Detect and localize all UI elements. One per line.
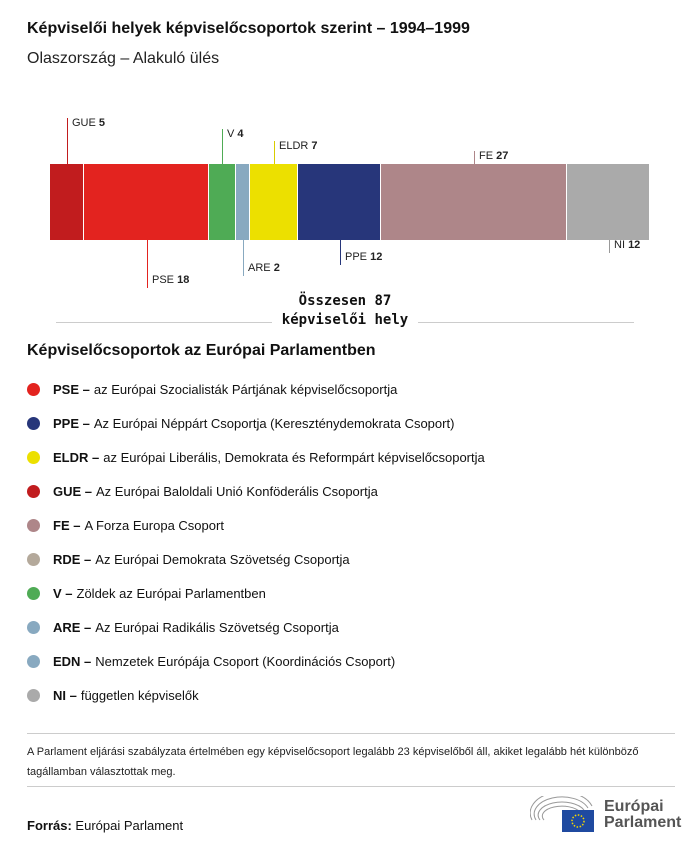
divider (418, 322, 634, 323)
data-label: PPE 12 (345, 251, 382, 263)
bar-segment-gue (50, 164, 84, 240)
legend-dot-icon (27, 654, 40, 668)
category-label: V (227, 128, 235, 140)
category-label: FE (479, 150, 494, 162)
chart-title: Képviselői helyek képviselőcsoportok sze… (27, 20, 470, 37)
legend-abbr: NI – (53, 687, 77, 703)
legend-text: Az Európai Néppárt Csoportja (Keresztény… (93, 415, 455, 431)
leader-line (474, 151, 475, 164)
legend-dot-icon (27, 518, 40, 532)
total-label: Összesen 87 képviselői hely (272, 292, 418, 330)
leader-line (147, 240, 148, 288)
category-label: GUE (72, 117, 96, 129)
category-label: PPE (345, 251, 368, 263)
data-label: PSE 18 (152, 274, 189, 286)
category-label: ARE (248, 262, 271, 274)
data-label: V 4 (227, 128, 244, 140)
legend-text: Az Európai Radikális Szövetség Csoportja (95, 619, 339, 635)
leader-line (340, 240, 341, 265)
footnote: A Parlament eljárási szabályzata értelmé… (27, 746, 639, 778)
legend-item: GUE – Az Európai Baloldali Unió Konföderá… (27, 474, 485, 508)
leader-line (274, 141, 275, 164)
legend-abbr: PSE – (53, 381, 90, 397)
leader-line (222, 129, 223, 164)
legend-dot-icon (27, 552, 40, 566)
legend-text: az Európai Liberális, Demokrata és Refor… (103, 449, 485, 465)
legend-text: Az Európai Baloldali Unió Konföderális C… (96, 483, 378, 499)
eu-flag-icon (562, 810, 594, 832)
legend-dot-icon (27, 586, 40, 600)
leader-line (243, 240, 244, 276)
parliament-hemicycle-icon (530, 796, 594, 832)
legend-abbr: ARE – (53, 619, 92, 635)
chart-subtitle: Olaszország – Alakuló ülés (27, 50, 220, 67)
legend-item: FE – A Forza Europa Csoport (27, 508, 485, 542)
legend-dot-icon (27, 416, 40, 430)
legend-item: EDN – Nemzetek Európája Csoport (Koordiná… (27, 644, 485, 678)
legend-dot-icon (27, 620, 40, 634)
logo-text: Európai Parlament (604, 798, 682, 831)
legend-dot-icon (27, 484, 40, 498)
data-label: ARE 2 (248, 262, 280, 274)
value-label: 4 (237, 128, 244, 140)
source-value: Európai Parlament (75, 818, 184, 833)
legend-item: NI – független képviselők (27, 678, 485, 712)
source: Forrás: Európai Parlament (27, 818, 183, 833)
legend-item: ELDR – az Európai Liberális, Demokrata és… (27, 440, 485, 474)
legend-dot-icon (27, 450, 40, 464)
legend-item: PSE – az Európai Szocialisták Pártjának k… (27, 372, 485, 406)
divider (56, 322, 272, 323)
stacked-bar-chart: GUE 5 PSE 18 V 4 ARE 2 ELDR 7 PPE 12 FE 27 NI 1… (0, 100, 700, 300)
legend-abbr: GUE – (53, 483, 93, 499)
legend-abbr: V – (53, 585, 73, 601)
ep-logo: Európai Parlament (530, 796, 681, 834)
source-label: Forrás: (27, 818, 72, 833)
legend-item: RDE – Az Európai Demokrata Szövetség Csop… (27, 542, 485, 576)
legend-text: A Forza Europa Csoport (84, 517, 224, 533)
bar-segment-ppe (298, 164, 381, 240)
value-label: 12 (628, 239, 641, 251)
legend-abbr: RDE – (53, 551, 92, 567)
legend-text: független képviselők (80, 687, 199, 703)
bar-segment-pse (84, 164, 208, 240)
bar-segment-are (236, 164, 249, 240)
data-label: FE 27 (479, 150, 508, 162)
value-label: 12 (370, 251, 383, 263)
bar-segment-ni (567, 164, 649, 240)
legend-abbr: FE – (53, 517, 81, 533)
divider (27, 733, 675, 734)
data-label: GUE 5 (72, 117, 105, 129)
value-label: 5 (98, 117, 106, 129)
legend-dot-icon (27, 688, 40, 702)
legend-abbr: ELDR – (53, 449, 100, 465)
leader-line (67, 118, 68, 164)
data-label: NI 12 (614, 239, 640, 251)
legend-item: PPE – Az Európai Néppárt Csoportja (Keres… (27, 406, 485, 440)
legend-title: Képviselőcsoportok az Európai Parlamentb… (27, 342, 376, 359)
bar-segment-eldr (250, 164, 298, 240)
bar-segment-fe (381, 164, 567, 240)
divider (27, 786, 675, 787)
legend-item: ARE – Az Európai Radikális Szövetség Csop… (27, 610, 485, 644)
leader-line (609, 240, 610, 253)
legend-abbr: EDN – (53, 653, 92, 669)
legend-text: Nemzetek Európája Csoport (Koordinációs … (95, 653, 396, 669)
value-label: 7 (311, 140, 318, 152)
legend-text: Az Európai Demokrata Szövetség Csoportja (95, 551, 350, 567)
category-label: ELDR (279, 140, 309, 152)
legend-text: Zöldek az Európai Parlamentben (76, 585, 266, 601)
bar-segment-v (208, 164, 236, 240)
data-label: ELDR 7 (279, 140, 318, 152)
value-label: 27 (496, 150, 509, 162)
legend-text: az Európai Szocialisták Pártjának képvis… (93, 381, 398, 397)
legend-dot-icon (27, 382, 40, 396)
legend-abbr: PPE – (53, 415, 90, 431)
legend: PSE – az Európai Szocialisták Pártjának k… (27, 372, 485, 712)
legend-item: V – Zöldek az Európai Parlamentben (27, 576, 485, 610)
value-label: 2 (273, 262, 280, 274)
value-label: 18 (177, 274, 190, 286)
category-label: PSE (152, 274, 175, 286)
category-label: NI (614, 239, 625, 251)
